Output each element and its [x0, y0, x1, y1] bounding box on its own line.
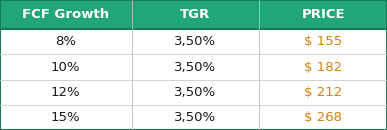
Text: $ 212: $ 212	[304, 86, 342, 99]
Text: FCF Growth: FCF Growth	[22, 8, 110, 21]
Text: 3,50%: 3,50%	[175, 86, 216, 99]
Text: TGR: TGR	[180, 8, 211, 21]
Text: $ 268: $ 268	[304, 111, 342, 124]
Text: 3,50%: 3,50%	[175, 35, 216, 48]
Text: 15%: 15%	[51, 111, 80, 124]
Text: $ 155: $ 155	[304, 35, 342, 48]
Text: 8%: 8%	[55, 35, 76, 48]
Text: 3,50%: 3,50%	[175, 61, 216, 74]
Text: 3,50%: 3,50%	[175, 111, 216, 124]
Text: 12%: 12%	[51, 86, 80, 99]
Text: $ 182: $ 182	[304, 61, 342, 74]
Text: PRICE: PRICE	[301, 8, 345, 21]
Bar	[0, 29, 387, 130]
Text: 10%: 10%	[51, 61, 80, 74]
Bar	[0, 0, 387, 29]
